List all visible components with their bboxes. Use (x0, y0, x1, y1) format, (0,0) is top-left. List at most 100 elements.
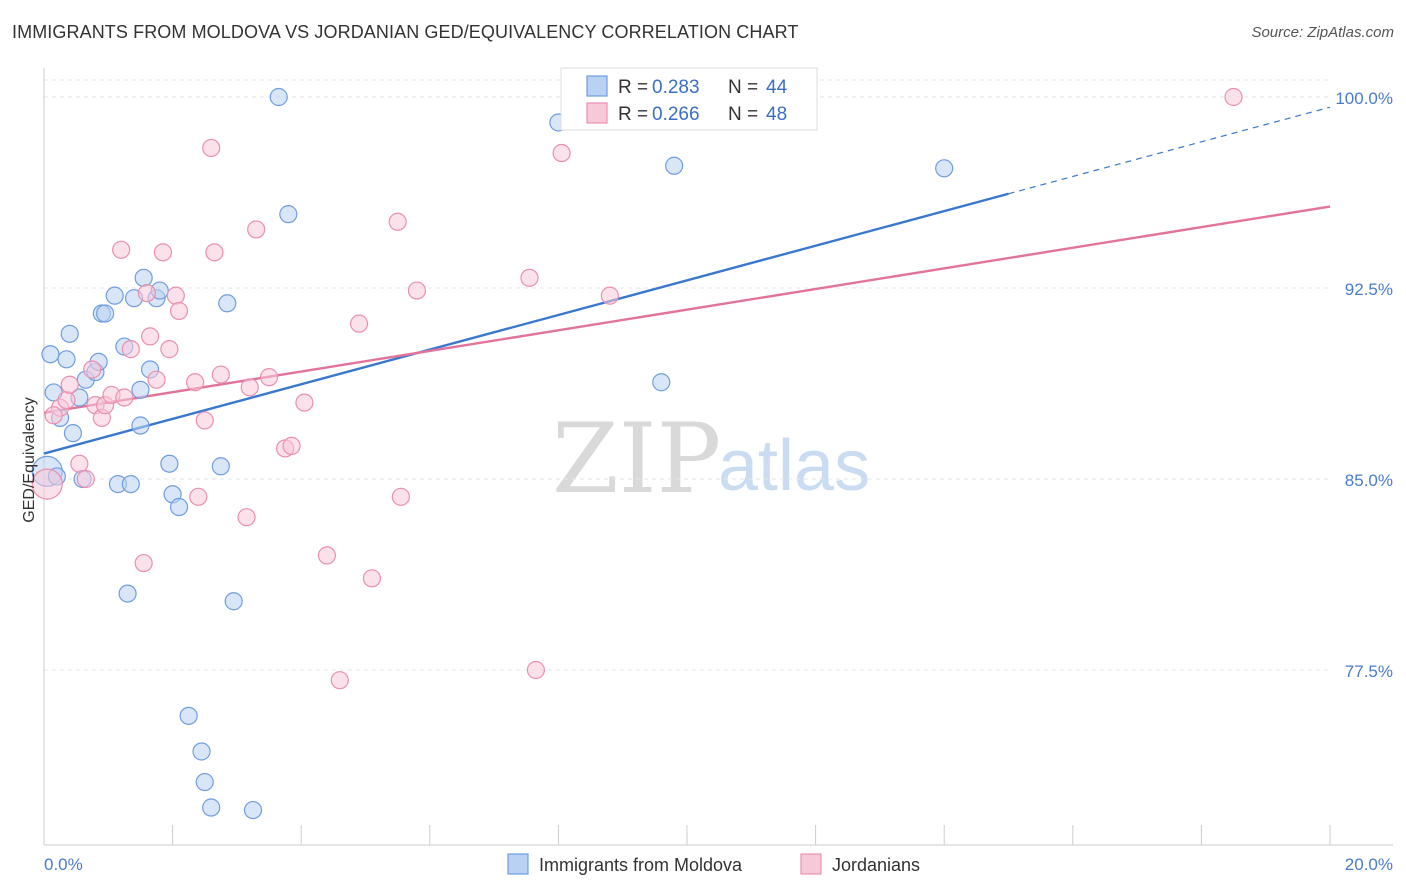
point-jordanians (330, 671, 349, 690)
y-axis-label: GED/Equivalency (21, 397, 38, 522)
series-legend-swatch-jordanians (800, 853, 822, 875)
point-jordanians (147, 370, 166, 389)
legend-r-value-moldova: 0.283 (652, 77, 700, 98)
series-legend-label-moldova: Immigrants from Moldova (539, 855, 743, 875)
point-jordanians (121, 340, 140, 359)
legend-swatch-jordanians (586, 102, 608, 124)
legend-swatch-moldova (586, 75, 608, 97)
legend-r-label-jordanians: R = (618, 104, 648, 125)
point-moldova (192, 742, 211, 761)
y-tick-label: 100.0% (1335, 89, 1393, 108)
point-jordanians (407, 281, 427, 300)
data-points (31, 87, 1243, 820)
point-jordanians (259, 368, 279, 387)
stats-legend: R = 0.283 N = 44 R = 0.266 N = 48 (560, 67, 818, 131)
point-jordanians (1224, 87, 1243, 107)
point-jordanians (211, 365, 230, 384)
series-legend-swatch-moldova (507, 853, 529, 875)
point-jordanians (282, 436, 301, 455)
point-moldova (202, 798, 221, 817)
point-moldova (131, 380, 150, 399)
point-moldova (95, 304, 115, 323)
point-jordanians (362, 569, 382, 588)
point-jordanians (388, 212, 407, 231)
point-jordanians (153, 243, 173, 262)
x-tick-label-min: 0.0% (44, 855, 83, 874)
point-jordanians (57, 390, 76, 410)
watermark-atlas: atlas (718, 426, 870, 506)
point-jordanians (112, 240, 131, 259)
point-moldova (652, 373, 671, 392)
point-jordanians (240, 378, 259, 397)
point-moldova (57, 350, 76, 369)
y-tick-label: 85.0% (1345, 471, 1393, 490)
point-moldova (224, 592, 243, 611)
point-moldova (105, 286, 124, 305)
y-tick-label: 92.5% (1345, 280, 1393, 299)
point-jordanians (166, 286, 185, 305)
point-moldova (279, 205, 298, 224)
point-moldova (243, 800, 263, 820)
legend-n-value-jordanians: 48 (766, 104, 787, 125)
point-jordanians (317, 546, 337, 565)
point-jordanians (526, 660, 545, 680)
legend-r-label-moldova: R = (618, 77, 648, 98)
watermark: ZIP atlas (552, 403, 870, 515)
chart-title: IMMIGRANTS FROM MOLDOVA VS JORDANIAN GED… (12, 22, 799, 42)
point-jordanians (600, 286, 619, 305)
point-jordanians (391, 487, 410, 506)
point-jordanians (76, 469, 95, 489)
point-moldova (160, 454, 179, 473)
x-tick-label-max: 20.0% (1345, 855, 1393, 874)
point-moldova (195, 772, 214, 792)
point-jordanians (552, 143, 571, 163)
point-jordanians (140, 327, 160, 346)
point-jordanians (520, 268, 539, 287)
point-jordanians (186, 373, 205, 392)
legend-n-label-jordanians: N = (728, 104, 758, 125)
point-jordanians (134, 553, 153, 573)
point-jordanians (160, 340, 179, 359)
point-moldova (269, 87, 288, 107)
point-jordanians (137, 283, 156, 303)
series-legend-label-jordanians: Jordanians (832, 855, 920, 875)
point-jordanians (205, 243, 224, 262)
point-moldova (63, 424, 83, 443)
point-jordanians (247, 220, 266, 239)
trend-line-moldova (43, 192, 1009, 455)
point-jordanians (349, 314, 369, 333)
point-jordanians (202, 138, 221, 158)
trend-line-moldova-extension (1008, 106, 1331, 195)
point-jordanians (295, 393, 314, 412)
series-legend: Immigrants from Moldova Jordanians (507, 853, 920, 875)
point-jordanians (60, 375, 79, 394)
y-tick-labels: 100.0% 92.5% 85.0% 77.5% (1335, 89, 1393, 681)
trend-line-jordanians (43, 205, 1331, 414)
point-moldova (218, 294, 237, 313)
point-moldova (134, 268, 153, 287)
point-moldova (935, 159, 954, 178)
point-moldova (131, 416, 150, 435)
point-jordanians (169, 301, 189, 321)
point-moldova (60, 324, 79, 343)
legend-r-value-jordanians: 0.266 (652, 104, 700, 125)
point-jordanians (189, 487, 208, 506)
point-jordanians (31, 468, 63, 500)
point-jordanians (195, 411, 214, 430)
point-moldova (211, 457, 230, 476)
point-moldova (665, 156, 684, 175)
point-moldova (41, 345, 60, 364)
legend-n-value-moldova: 44 (766, 77, 788, 98)
watermark-zip: ZIP (552, 403, 721, 515)
point-jordanians (44, 406, 63, 425)
legend-n-label-moldova: N = (728, 77, 758, 98)
point-jordanians (70, 454, 89, 473)
trend-lines (43, 106, 1331, 455)
y-tick-label: 77.5% (1345, 662, 1393, 681)
point-jordanians (83, 360, 102, 379)
point-moldova (179, 706, 198, 725)
point-jordanians (115, 388, 134, 407)
source-label: Source: ZipAtlas.com (1251, 24, 1394, 41)
point-moldova (121, 474, 140, 494)
